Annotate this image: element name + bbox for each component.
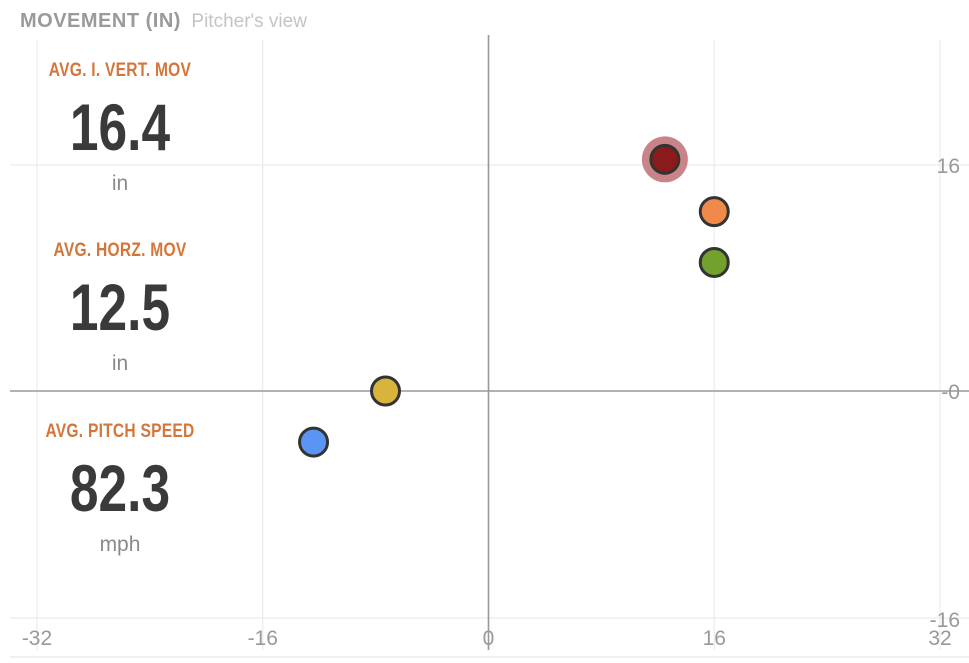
grid-layer: [10, 40, 969, 658]
data-point: [698, 196, 730, 228]
stat-avg-ivb: AVG. I. VERT. MOV 16.4 in: [20, 60, 220, 196]
tick-labels: -32 -16 0 16 32 16 -0 -16: [22, 155, 960, 650]
data-points: [298, 136, 730, 458]
data-point: [649, 143, 681, 175]
stat-unit: in: [111, 352, 129, 375]
x-tick-label: 16: [703, 627, 726, 650]
chart-title: MOVEMENT (IN): [20, 10, 181, 32]
data-point: [298, 426, 330, 458]
x-tick-label: 32: [928, 627, 951, 650]
stat-label: AVG. HORZ. MOV: [53, 240, 187, 261]
stat-avg-speed: AVG. PITCH SPEED 82.3 mph: [20, 421, 220, 557]
chart-header: MOVEMENT (IN) Pitcher's view: [20, 10, 307, 33]
x-tick-label: -32: [22, 627, 52, 650]
stat-unit: mph: [99, 533, 141, 556]
stat-label: AVG. PITCH SPEED: [45, 421, 195, 442]
x-tick-label: 0: [483, 627, 495, 650]
y-tick-label: -0: [941, 381, 960, 404]
y-tick-label: 16: [937, 155, 960, 178]
data-point: [698, 246, 730, 278]
stat-value: 12.5: [69, 270, 171, 344]
chart-subtitle: Pitcher's view: [191, 11, 307, 32]
y-tick-label: -16: [930, 609, 960, 632]
stat-unit: in: [111, 172, 129, 195]
x-tick-label: -16: [248, 627, 278, 650]
stat-value: 16.4: [69, 90, 171, 164]
stat-avg-hb: AVG. HORZ. MOV 12.5 in: [20, 240, 220, 376]
axis-layer: [10, 35, 969, 650]
data-point: [370, 375, 402, 407]
stat-label: AVG. I. VERT. MOV: [48, 60, 192, 81]
stat-value: 82.3: [69, 451, 171, 525]
